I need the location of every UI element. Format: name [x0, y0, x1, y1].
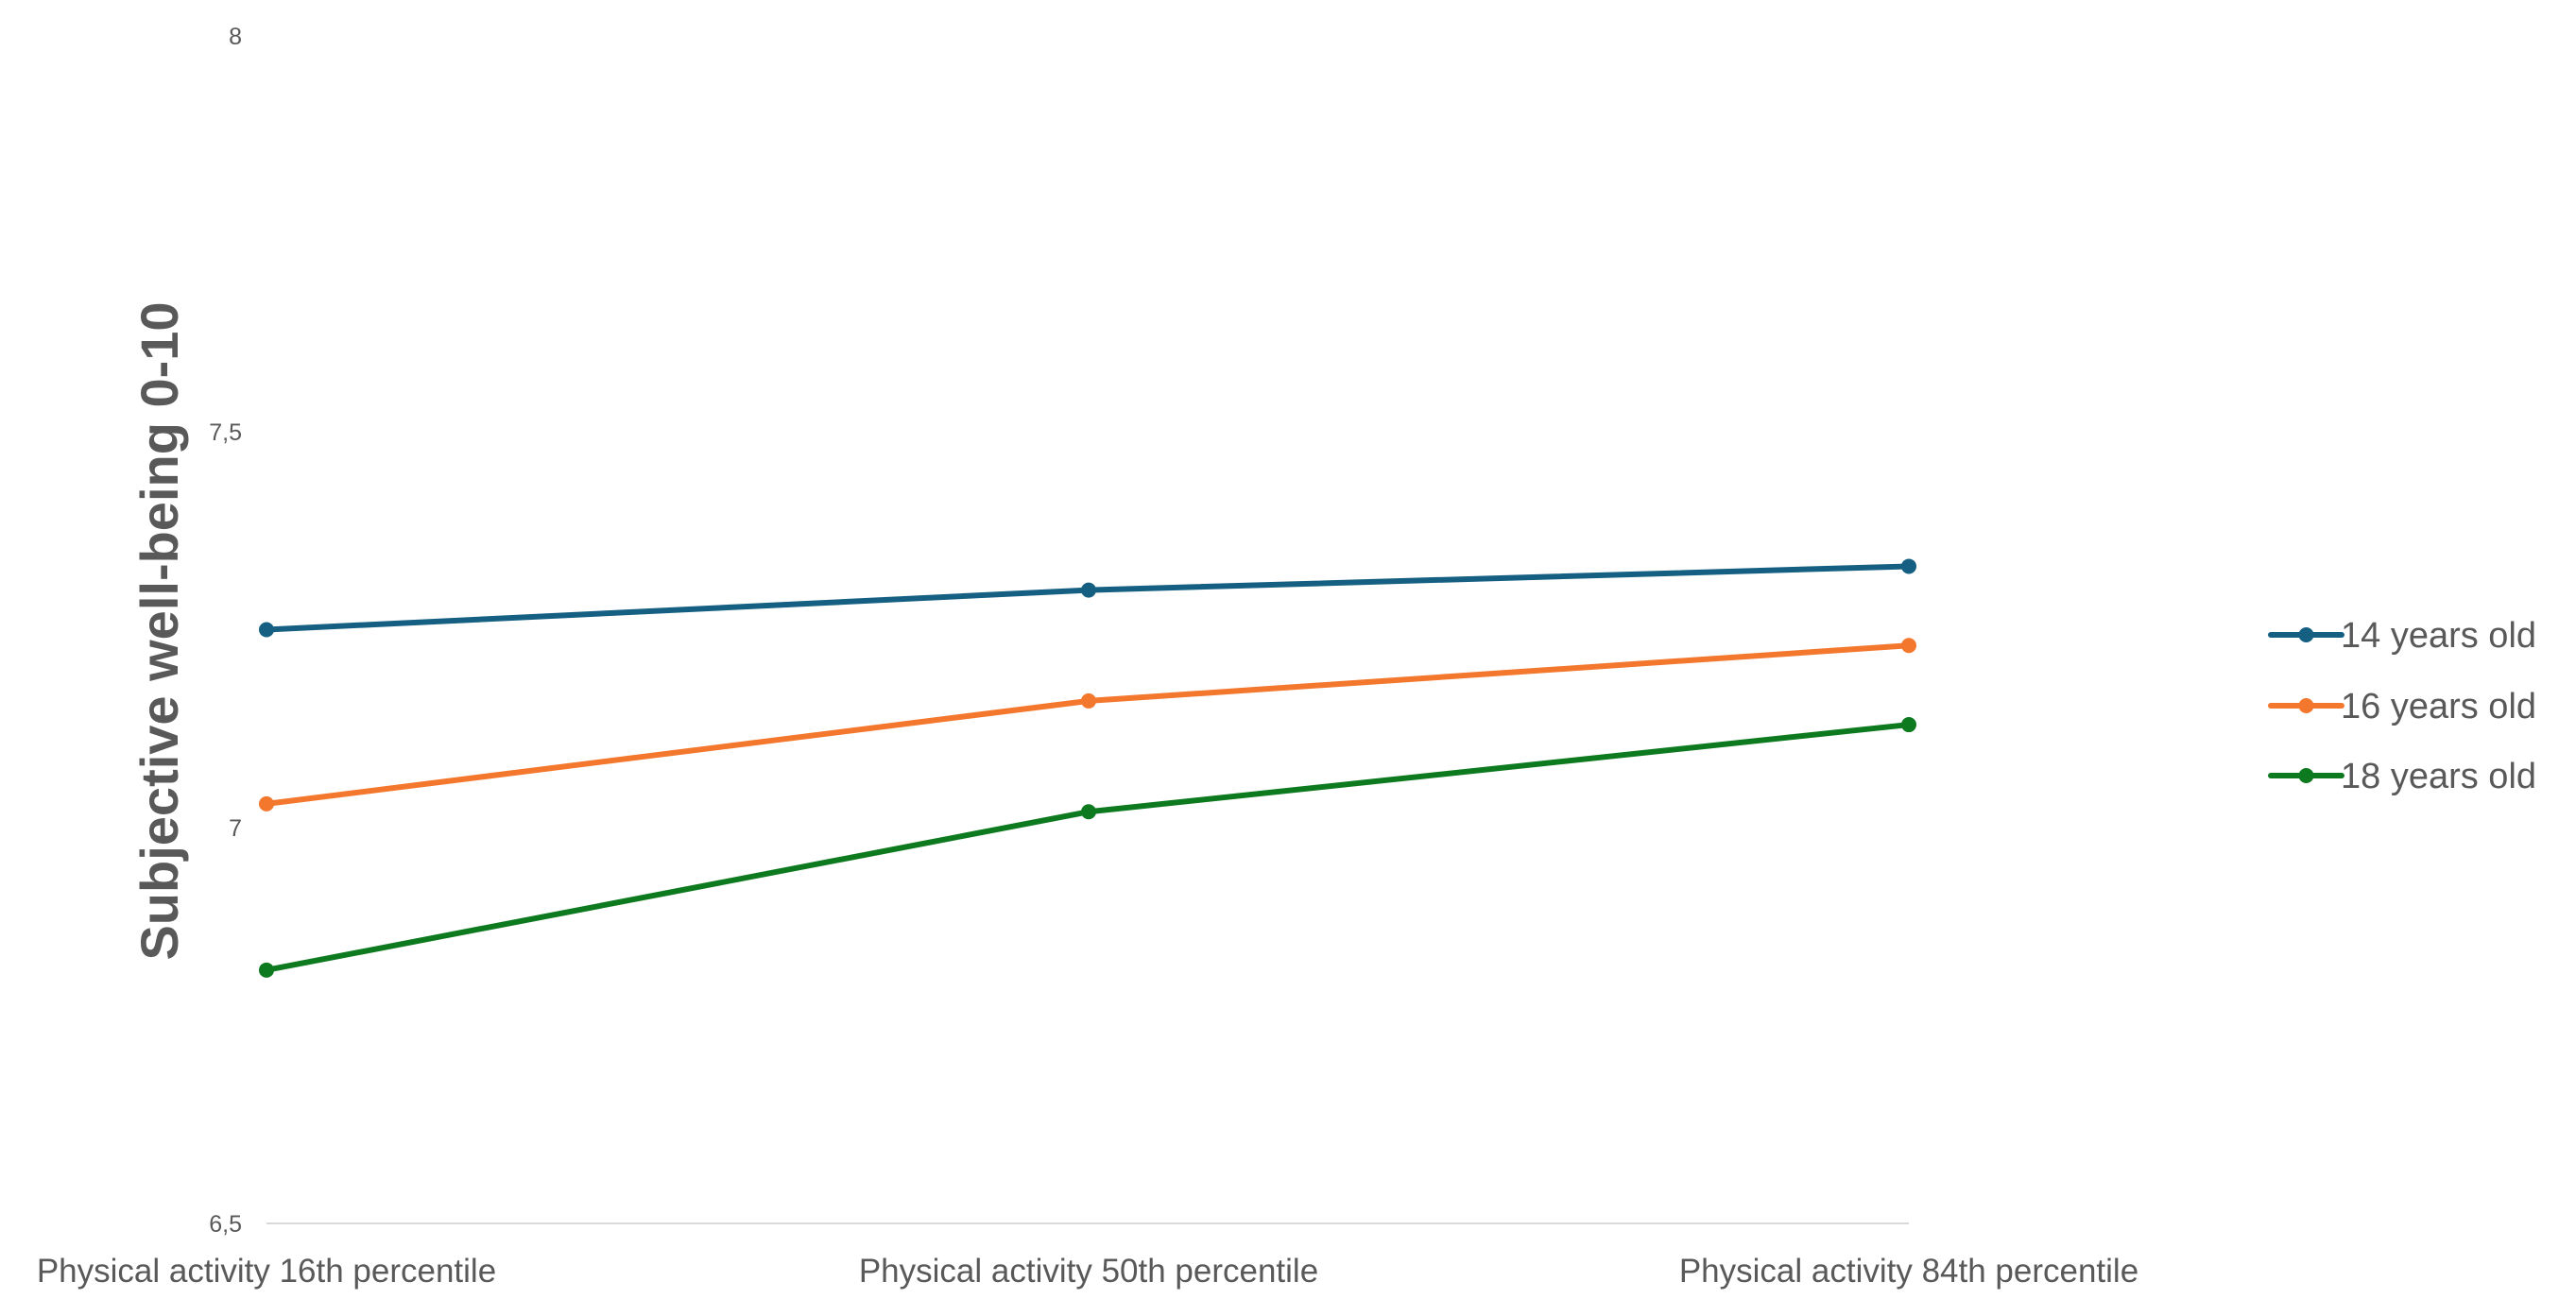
y-tick-label: 8 [229, 24, 242, 50]
legend: 14 years old 16 years old 18 years old [2268, 616, 2536, 796]
y-axis-title: Subjective well-being 0-10 [129, 301, 189, 960]
data-point [259, 622, 274, 638]
data-point [1081, 692, 1096, 709]
axis-layer: 6,5 7 7,5 8 Physical activity 16th percentil… [37, 24, 2138, 1290]
data-point [1081, 582, 1096, 598]
y-tick-label: 6,5 [209, 1211, 242, 1238]
x-category-label: Physical activity 84th percentile [1679, 1253, 2138, 1290]
series-1 [259, 558, 1916, 638]
legend-label: 14 years old [2341, 616, 2536, 656]
series-layer [259, 558, 1916, 978]
legend-swatch-marker [2298, 698, 2314, 713]
series-line [264, 722, 1912, 973]
x-category-label: Physical activity 50th percentile [859, 1253, 1318, 1290]
legend-item: 18 years old [2268, 757, 2536, 796]
legend-item: 14 years old [2268, 616, 2536, 656]
data-point [259, 795, 274, 812]
data-point [1901, 638, 1916, 654]
series-3 [259, 717, 1916, 978]
series-line [264, 563, 1912, 633]
data-point [1901, 558, 1916, 574]
legend-label: 16 years old [2341, 687, 2536, 726]
data-point [1081, 804, 1096, 820]
y-tick-label: 7 [229, 815, 242, 842]
legend-item: 16 years old [2268, 687, 2536, 726]
series-line [264, 642, 1912, 807]
data-point [259, 962, 274, 978]
y-tick-label: 7,5 [209, 419, 242, 446]
legend-swatch-marker [2298, 627, 2314, 642]
data-point [1901, 717, 1916, 733]
series-2 [259, 638, 1916, 812]
legend-label: 18 years old [2341, 757, 2536, 796]
legend-swatch-marker [2298, 768, 2314, 783]
x-category-label: Physical activity 16th percentile [37, 1253, 496, 1290]
